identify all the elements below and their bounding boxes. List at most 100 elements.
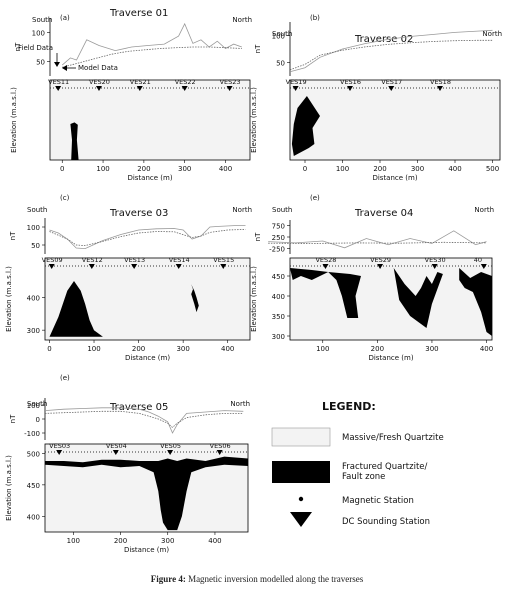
dc-sounding-station <box>377 264 384 269</box>
south-label: South <box>27 400 47 408</box>
mag-y-tick-label: 100 <box>27 402 40 410</box>
model-data-arrowhead <box>62 65 67 71</box>
field-data-arrowhead <box>54 62 60 67</box>
fracture-zone <box>291 96 320 156</box>
traverse-title: Traverse 02 <box>354 34 413 45</box>
dc-sounding-station <box>131 264 138 269</box>
traverse-panel-5: (e) South North Traverse 05 100 0 -100 nT VES03 V… <box>5 374 250 554</box>
field-data-line <box>289 29 493 73</box>
traverse-panel-2: (b) South North Traverse 02 100 50 nT VES19 VES1… <box>250 14 502 182</box>
x-tick-label: 300 <box>178 165 191 173</box>
dc-sounding-station <box>431 264 438 269</box>
mag-y-tick-label: 100 <box>27 224 40 232</box>
section-y-label: Elevation (m.a.s.l.) <box>5 455 13 521</box>
section-y-tick-label: 300 <box>27 327 40 335</box>
station-label: VES15 <box>213 256 234 264</box>
north-label: North <box>232 206 252 214</box>
x-tick-label: 100 <box>336 165 349 173</box>
mag-y-tick-label: 0 <box>36 416 40 424</box>
station-label: VES21 <box>130 78 151 86</box>
station-label: VES29 <box>370 256 391 264</box>
legend-item-label: Massive/Fresh Quartzite <box>342 433 444 443</box>
mag-y-tick-label: 100 <box>32 30 45 38</box>
traverse-panel-4: (e) South North Traverse 04 750 250 -250 nT VES2… <box>250 194 494 362</box>
station-label: VES11 <box>48 78 69 86</box>
x-tick-label: 300 <box>176 345 189 353</box>
x-tick-label: 200 <box>371 345 384 353</box>
section-y-tick-label: 400 <box>27 513 40 521</box>
dc-sounding-station <box>226 86 233 91</box>
mag-y-label: nT <box>14 42 22 51</box>
dc-sounding-station <box>216 450 223 455</box>
mag-y-tick-label: -250 <box>269 245 285 253</box>
section-y-label: Elevation (m.a.s.l.) <box>10 87 18 153</box>
section-y-tick-label: 500 <box>27 450 40 458</box>
x-tick-label: 0 <box>47 345 51 353</box>
south-label: South <box>27 206 47 214</box>
station-label: VES03 <box>49 442 70 450</box>
model-data-label: Model Data <box>78 64 118 72</box>
section-y-tick-label: 350 <box>272 313 285 321</box>
legend-item-label: Magnetic Station <box>342 496 414 506</box>
north-label: North <box>474 206 494 214</box>
legend-title: LEGEND: <box>322 400 376 413</box>
fracture-zone <box>70 122 79 160</box>
mag-y-label: nT <box>9 231 17 240</box>
x-tick-label: 200 <box>132 345 145 353</box>
station-label: VES09 <box>42 256 63 264</box>
x-tick-label: 300 <box>411 165 424 173</box>
station-label: VES30 <box>425 256 446 264</box>
station-label: VES04 <box>106 442 127 450</box>
section-y-tick-label: 300 <box>272 333 285 341</box>
fracture-zone <box>49 281 103 337</box>
station-label: 40 <box>474 256 482 264</box>
dc-sounding-station <box>56 450 63 455</box>
station-label: VES16 <box>340 78 361 86</box>
field-data-line <box>61 22 242 66</box>
x-tick-label: 200 <box>114 537 127 545</box>
field-data-label: Field Data <box>18 44 53 52</box>
legend-fracture-box <box>272 461 330 483</box>
fracture-zone <box>45 456 248 531</box>
traverse-title: Traverse 01 <box>109 8 168 19</box>
panel-letter: (b) <box>310 14 320 22</box>
station-label: VES13 <box>124 256 145 264</box>
mag-y-tick-label: 50 <box>276 60 285 68</box>
legend-item-label: Fractured Quartzite/ <box>342 462 428 472</box>
caption-label: Figure 4: <box>150 574 186 584</box>
x-tick-label: 400 <box>219 165 232 173</box>
dc-sounding-station <box>480 264 487 269</box>
mag-y-tick-label: 100 <box>272 33 285 41</box>
model-data-line <box>49 229 246 247</box>
panel-letter: (e) <box>60 374 70 382</box>
x-tick-label: 300 <box>425 345 438 353</box>
section-y-label: Elevation (m.a.s.l.) <box>5 266 13 332</box>
quartzite-section <box>49 79 251 161</box>
figure-caption: Figure 4: Magnetic inversion modelled al… <box>0 574 514 584</box>
fracture-zone <box>290 268 361 318</box>
field-data-line <box>268 230 487 249</box>
data-annotations: Field Data Model Data <box>18 44 118 72</box>
panel-letter: (c) <box>60 194 70 202</box>
x-tick-label: 200 <box>137 165 150 173</box>
x-axis-label: Distance (m) <box>124 546 169 554</box>
dc-sounding-station <box>388 86 395 91</box>
dc-sounding-station <box>95 86 102 91</box>
x-tick-label: 0 <box>303 165 307 173</box>
south-label: South <box>272 30 292 38</box>
legend-item-label-line2: Fault zone <box>342 472 385 482</box>
fracture-zone <box>459 268 492 336</box>
section-y-label: Elevation (m.a.s.l.) <box>250 87 258 153</box>
model-data-line <box>268 241 487 244</box>
x-tick-label: 0 <box>60 165 64 173</box>
x-axis-label: Distance (m) <box>127 174 172 182</box>
traverse-title: Traverse 05 <box>109 402 168 413</box>
station-label: VES05 <box>160 442 181 450</box>
quartzite-section <box>44 443 249 533</box>
legend-item-label: DC Sounding Station <box>342 517 430 527</box>
mag-y-label: nT <box>254 44 262 53</box>
quartzite-section <box>289 79 501 161</box>
x-tick-label: 100 <box>316 345 329 353</box>
x-tick-label: 500 <box>486 165 499 173</box>
dc-sounding-triangle-icon <box>290 512 312 527</box>
